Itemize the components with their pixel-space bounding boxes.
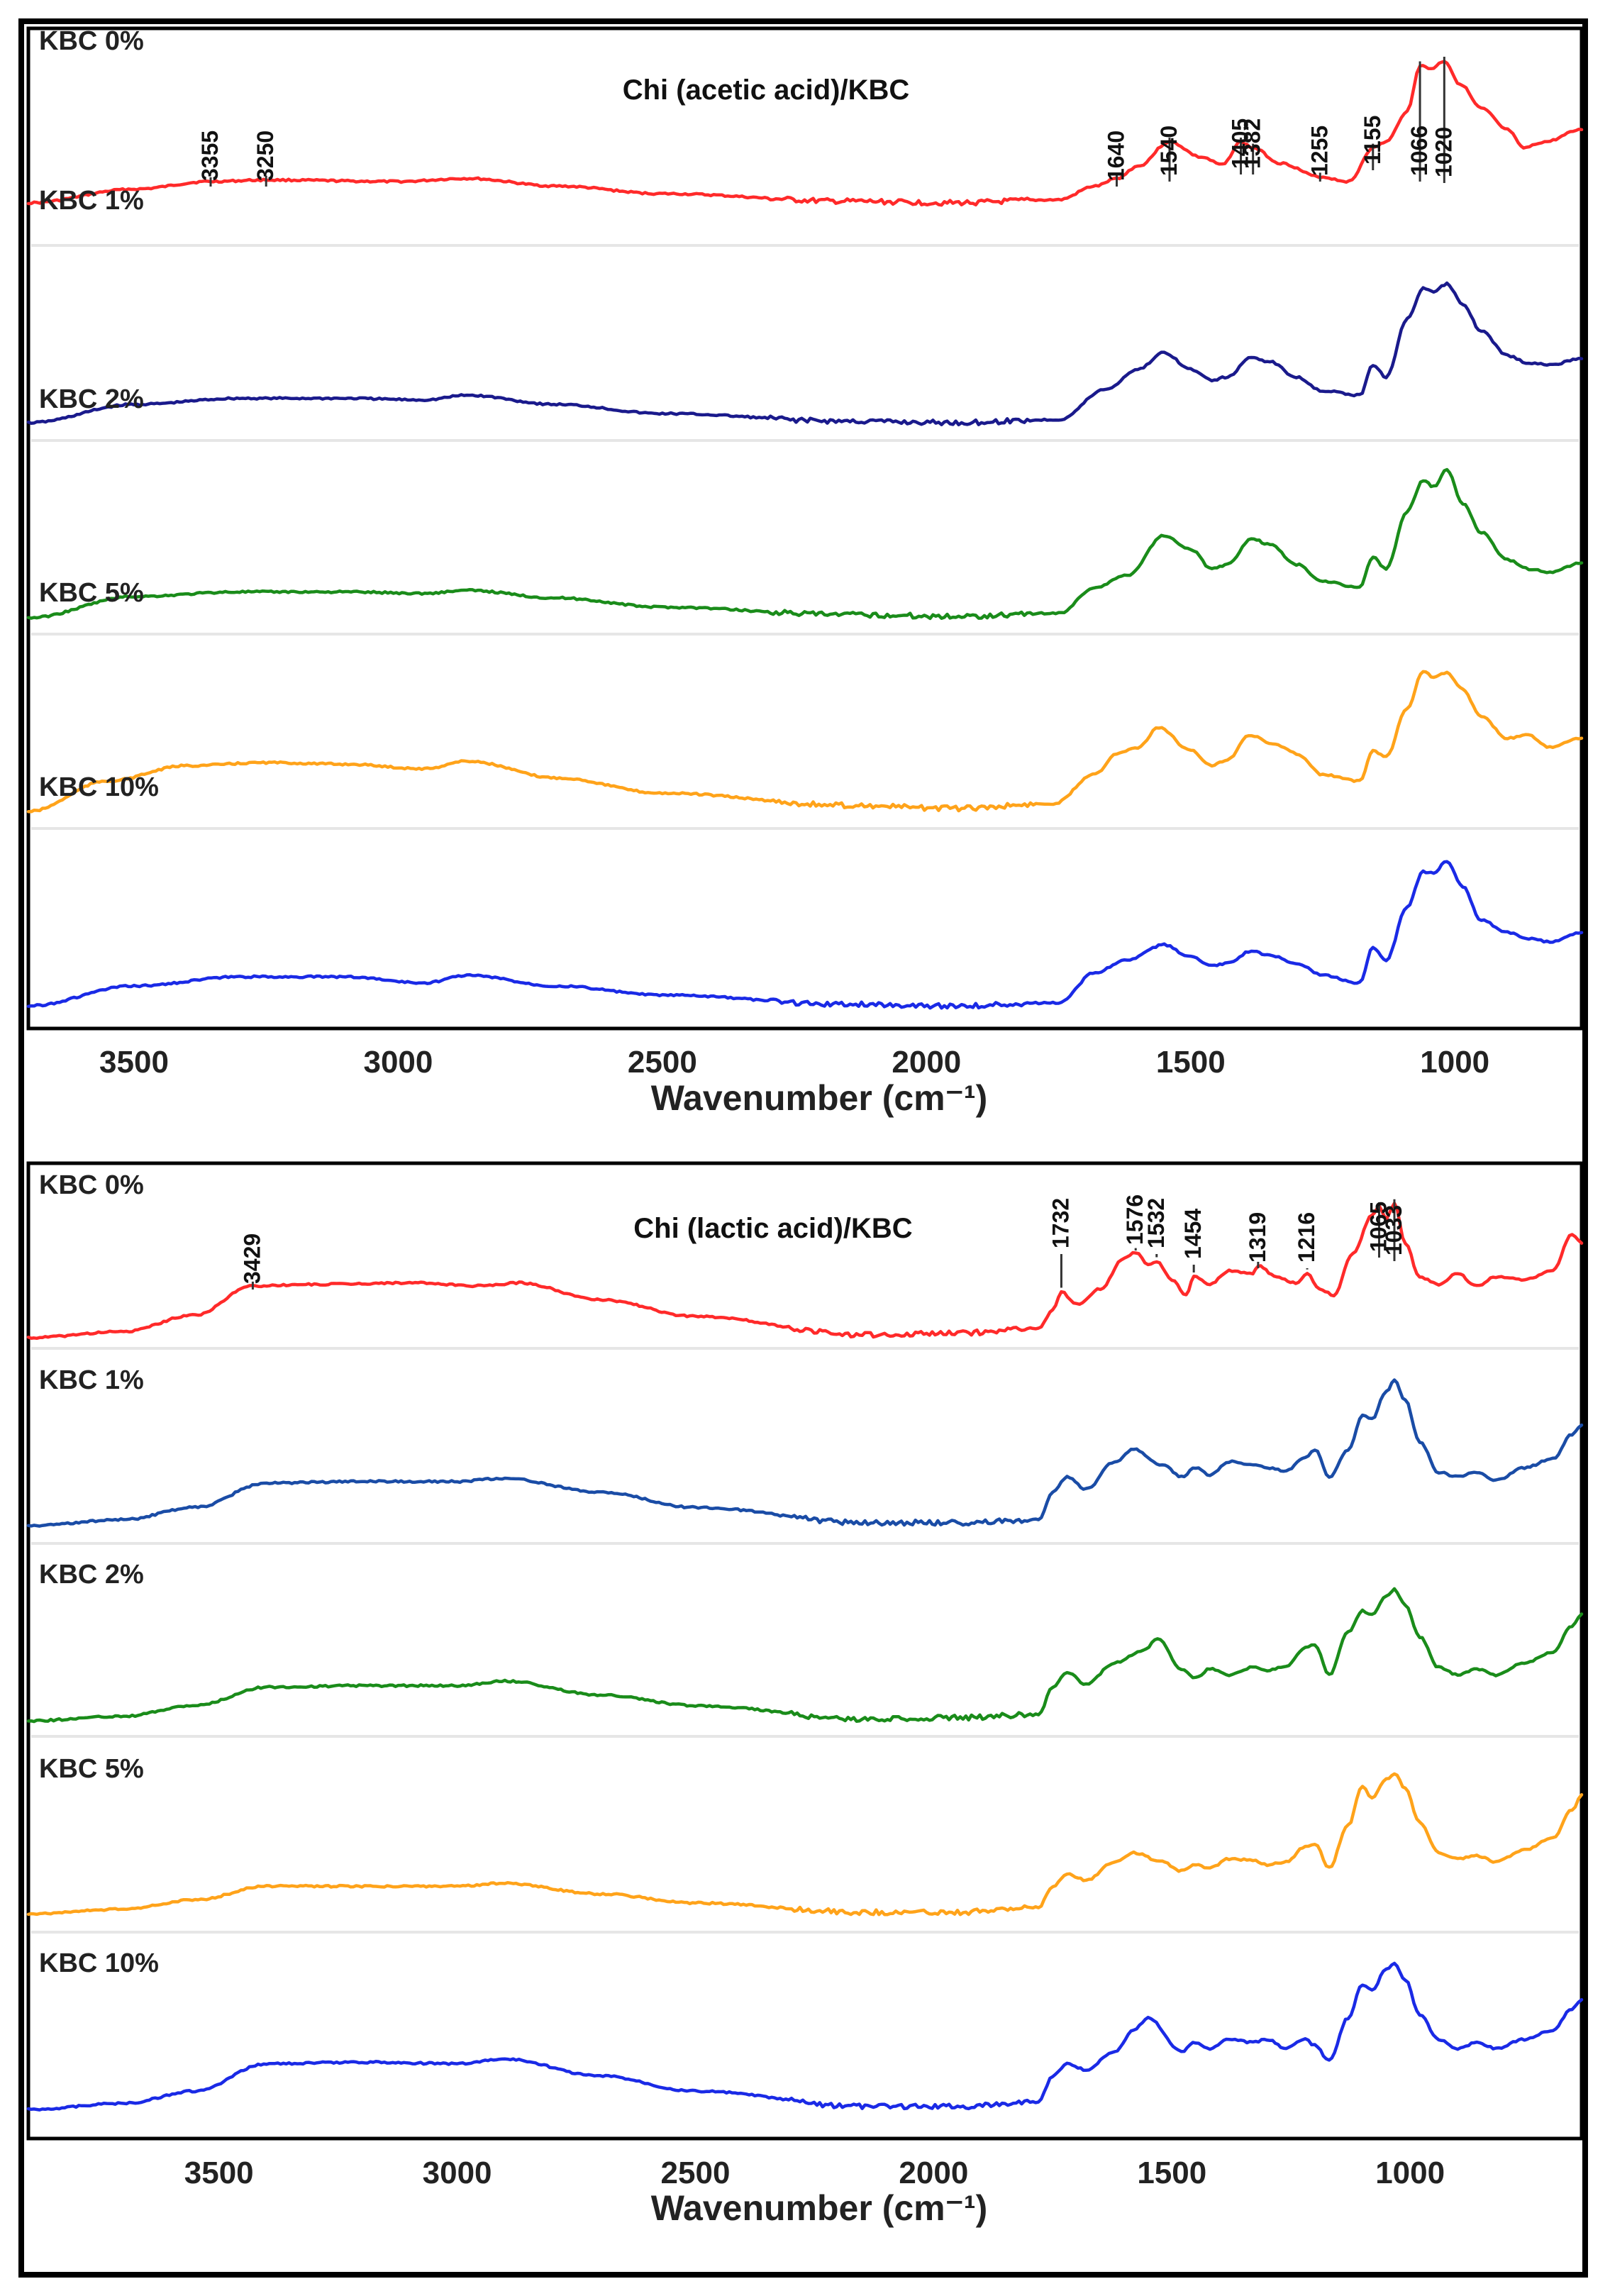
lactic-peak-label-1732: 1732	[1048, 1198, 1073, 1248]
acetic-peak-label-3250: 3250	[252, 131, 278, 181]
acetic-series-label-kbc-5-: KBC 5%	[39, 578, 144, 608]
acetic-xtick-label-3500: 3500	[99, 1045, 169, 1080]
lactic-peak-label-1033: 1033	[1381, 1205, 1406, 1255]
lactic-series-label-kbc-5-: KBC 5%	[39, 1754, 144, 1784]
panel-acetic-acid: Chi (acetic acid)/KBC KBC 0% KBC 1% KBC 2% K…	[26, 26, 1584, 1118]
lactic-peak-label-1065: 1065	[1365, 1202, 1391, 1252]
figure-frame	[18, 18, 1588, 2278]
lactic-series-label-kbc-2-: KBC 2%	[39, 1560, 144, 1590]
lactic-xtick-label-2500: 2500	[661, 2156, 731, 2190]
acetic-peak-label-1066: 1066	[1406, 126, 1432, 176]
lactic-xtick-label-1500: 1500	[1137, 2156, 1206, 2190]
acetic-peak-label-1382: 1382	[1240, 118, 1265, 169]
lactic-series-kbc-10--line	[26, 1961, 1584, 2112]
acetic-series-kbc-5--line	[26, 670, 1584, 814]
panel-lactic-acid: Chi (lactic acid)/KBC KBC 0% KBC 1% KBC 2% K…	[26, 1170, 1584, 2228]
acetic-peak-label-3355: 3355	[197, 131, 223, 181]
lactic-series-label-kbc-10-: KBC 10%	[39, 1948, 159, 1978]
lactic-peak-label-3429: 3429	[239, 1233, 265, 1284]
acetic-peak-label-1405: 1405	[1228, 118, 1253, 169]
acetic-series-kbc-10--line	[26, 860, 1584, 1010]
acetic-series-label-kbc-2-: KBC 2%	[39, 384, 144, 414]
lactic-series-label-kbc-1-: KBC 1%	[39, 1365, 144, 1395]
lactic-peak-label-1532: 1532	[1143, 1198, 1169, 1248]
lactic-series-kbc-0--line	[26, 1202, 1584, 1341]
lactic-xtick-label-3500: 3500	[184, 2156, 254, 2190]
acetic-peak-label-1155: 1155	[1360, 116, 1385, 165]
panel-acetic-plot-border	[26, 26, 1584, 1031]
lactic-series-label-kbc-0-: KBC 0%	[39, 1170, 144, 1200]
acetic-x-axis-title: Wavenumber (cm⁻¹)	[651, 1078, 988, 1118]
acetic-peak-label-1640: 1640	[1103, 131, 1128, 181]
lactic-peak-label-1319: 1319	[1245, 1212, 1270, 1263]
lactic-xtick-label-2000: 2000	[899, 2156, 968, 2190]
acetic-series-label-kbc-1-: KBC 1%	[39, 186, 144, 216]
lactic-panel-title: Chi (lactic acid)/KBC	[633, 1213, 912, 1244]
lactic-series-kbc-5--line	[26, 1772, 1584, 1917]
lactic-series-kbc-1--line	[26, 1378, 1584, 1528]
acetic-xtick-label-2500: 2500	[628, 1045, 697, 1080]
acetic-peak-label-1540: 1540	[1156, 126, 1182, 176]
acetic-panel-title: Chi (acetic acid)/KBC	[623, 74, 910, 106]
panel-lactic-plot-border	[26, 1161, 1584, 2141]
lactic-peak-label-1216: 1216	[1294, 1212, 1319, 1263]
lactic-xtick-label-1000: 1000	[1375, 2156, 1445, 2190]
acetic-peak-label-1020: 1020	[1431, 127, 1456, 177]
acetic-series-label-kbc-0-: KBC 0%	[39, 26, 144, 56]
acetic-xtick-label-1500: 1500	[1156, 1045, 1226, 1080]
lactic-peak-label-1576: 1576	[1122, 1194, 1148, 1245]
acetic-xtick-label-3000: 3000	[363, 1045, 433, 1080]
lactic-x-axis-title: Wavenumber (cm⁻¹)	[651, 2188, 988, 2228]
acetic-xtick-label-1000: 1000	[1420, 1045, 1489, 1080]
acetic-xtick-label-2000: 2000	[892, 1045, 961, 1080]
lactic-peak-label-1454: 1454	[1180, 1209, 1206, 1259]
acetic-series-kbc-2--line	[26, 467, 1584, 621]
acetic-series-kbc-1--line	[26, 281, 1584, 427]
lactic-series-kbc-2--line	[26, 1587, 1584, 1724]
lactic-xtick-label-3000: 3000	[423, 2156, 492, 2190]
acetic-series-label-kbc-10-: KBC 10%	[39, 772, 159, 802]
acetic-peak-label-1255: 1255	[1306, 126, 1332, 176]
